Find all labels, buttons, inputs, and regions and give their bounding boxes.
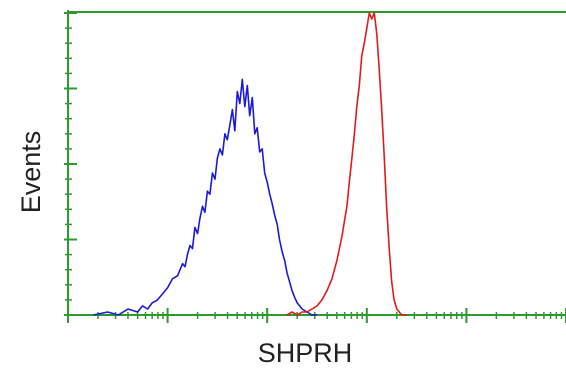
- y-axis-title: Events: [16, 131, 46, 214]
- series-lines: [93, 12, 407, 316]
- x-axis-title: SHPRH: [258, 338, 353, 368]
- series-line-1: [93, 78, 317, 316]
- series-line-2: [286, 12, 407, 316]
- axis-ticks: [64, 12, 566, 323]
- axes: [67, 10, 566, 317]
